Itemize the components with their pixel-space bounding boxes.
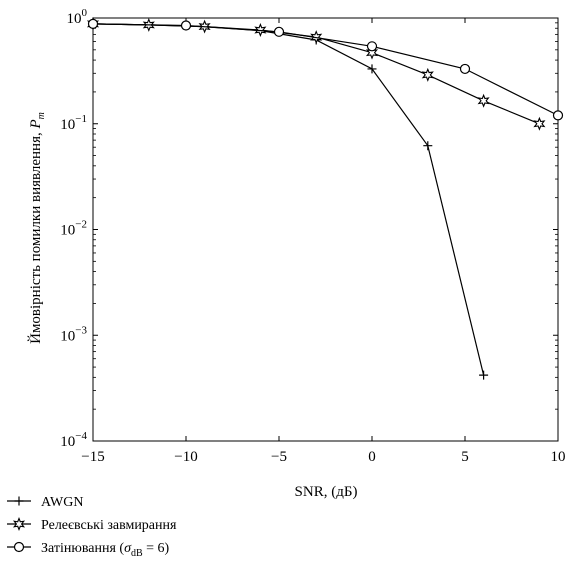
x-tick-label: −10	[174, 449, 197, 465]
y-tick-exponent: −2	[75, 219, 87, 231]
y-tick-base: 10	[60, 328, 75, 344]
legend-item-circle: Затінювання (σdB = 6)	[7, 541, 170, 559]
y-tick-base: 10	[60, 117, 75, 133]
y-axis-label: Ймовірність помилки виявлення, Pm	[27, 112, 47, 344]
data-point-circle	[180, 20, 192, 31]
legend-label: Релеєвські завмирання	[41, 518, 177, 533]
y-tick-base: 10	[60, 223, 75, 239]
y-axis-label-subscript: m	[36, 112, 47, 119]
y-tick-exponent: −1	[75, 113, 87, 125]
y-tick-base: 10	[60, 434, 75, 450]
data-point-star	[533, 116, 546, 131]
y-tick-label: 10−1	[60, 113, 87, 133]
y-tick-label: 10−3	[60, 324, 87, 344]
plot-frame	[92, 17, 559, 442]
legend: AWGN Релеєвські завмирання Затінювання (σd…	[7, 495, 177, 559]
y-axis-label-symbol: P	[28, 119, 44, 129]
legend-label: Затінювання (σdB = 6)	[41, 541, 170, 559]
legend-item-star: Релеєвські завмирання	[7, 517, 177, 533]
x-tick-label: −15	[81, 449, 104, 465]
legend-item-plus: AWGN	[7, 495, 83, 510]
data-point-circle	[87, 18, 99, 29]
data-point-plus	[479, 370, 489, 380]
x-tick-label: −5	[271, 449, 287, 465]
data-point-circle	[552, 110, 564, 121]
series-circle	[87, 18, 564, 121]
data-point-circle	[459, 63, 471, 75]
y-tick-label: 10−4	[60, 430, 87, 450]
legend-marker	[12, 517, 26, 531]
y-tick-label: 10−2	[60, 219, 87, 239]
legend-marker	[14, 496, 24, 506]
y-tick-label: 100	[67, 7, 88, 27]
data-point-circle	[273, 26, 285, 37]
x-axis-label: SNR, (дБ)	[295, 484, 358, 500]
y-tick-exponent: 0	[82, 7, 88, 19]
series-layer	[86, 16, 564, 380]
x-tick-label: 5	[461, 449, 469, 465]
y-tick-exponent: −3	[75, 324, 87, 336]
legend-marker	[13, 541, 25, 553]
data-point-plus	[423, 141, 433, 151]
y-axis-label-text: Ймовірність помилки виявлення,	[27, 129, 44, 344]
series-line-circle	[92, 23, 559, 116]
y-tick-exponent: −4	[75, 430, 87, 442]
data-point-star	[365, 45, 379, 60]
y-tick-base: 10	[67, 11, 82, 27]
data-point-circle	[366, 41, 378, 52]
data-point-star	[477, 93, 490, 108]
data-point-plus	[367, 64, 377, 74]
legend-label: AWGN	[41, 495, 83, 510]
x-tick-label: 0	[368, 449, 376, 465]
data-point-star	[421, 67, 434, 82]
x-tick-label: 10	[551, 449, 566, 465]
